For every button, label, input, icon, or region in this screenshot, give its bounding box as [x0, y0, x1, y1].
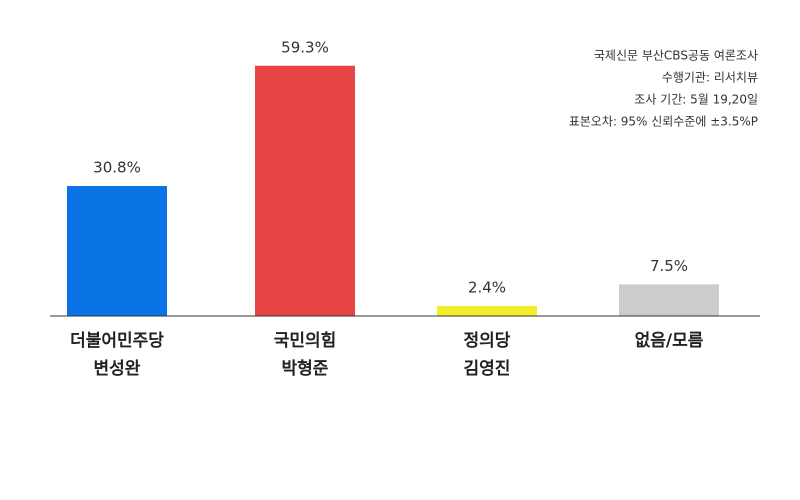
value-label: 7.5%: [650, 257, 688, 275]
value-label: 30.8%: [93, 159, 141, 177]
annotation: 조사 기간: 5월 19,20일: [634, 93, 758, 107]
bar: [437, 305, 537, 316]
value-label: 59.3%: [281, 38, 329, 56]
bar: [67, 186, 167, 316]
annotation: 수행기관: 리서치뷰: [662, 70, 758, 85]
value-label: 2.4%: [468, 278, 506, 296]
category-label: 더불어민주당: [70, 331, 164, 351]
annotation: 국제신문 부산CBS공동 여론조사: [594, 49, 758, 63]
bar: [619, 284, 719, 316]
category-label: 정의당: [464, 331, 511, 351]
category-label: 김영진: [464, 359, 511, 379]
annotation: 표본오차: 95% 신뢰수준에 ±3.5%P: [569, 115, 758, 129]
category-label: 없음/모름: [635, 331, 704, 351]
category-label: 박형준: [282, 358, 329, 379]
category-label: 변성완: [94, 359, 141, 379]
bar: [255, 65, 355, 316]
category-label: 국민의힘: [274, 330, 337, 351]
